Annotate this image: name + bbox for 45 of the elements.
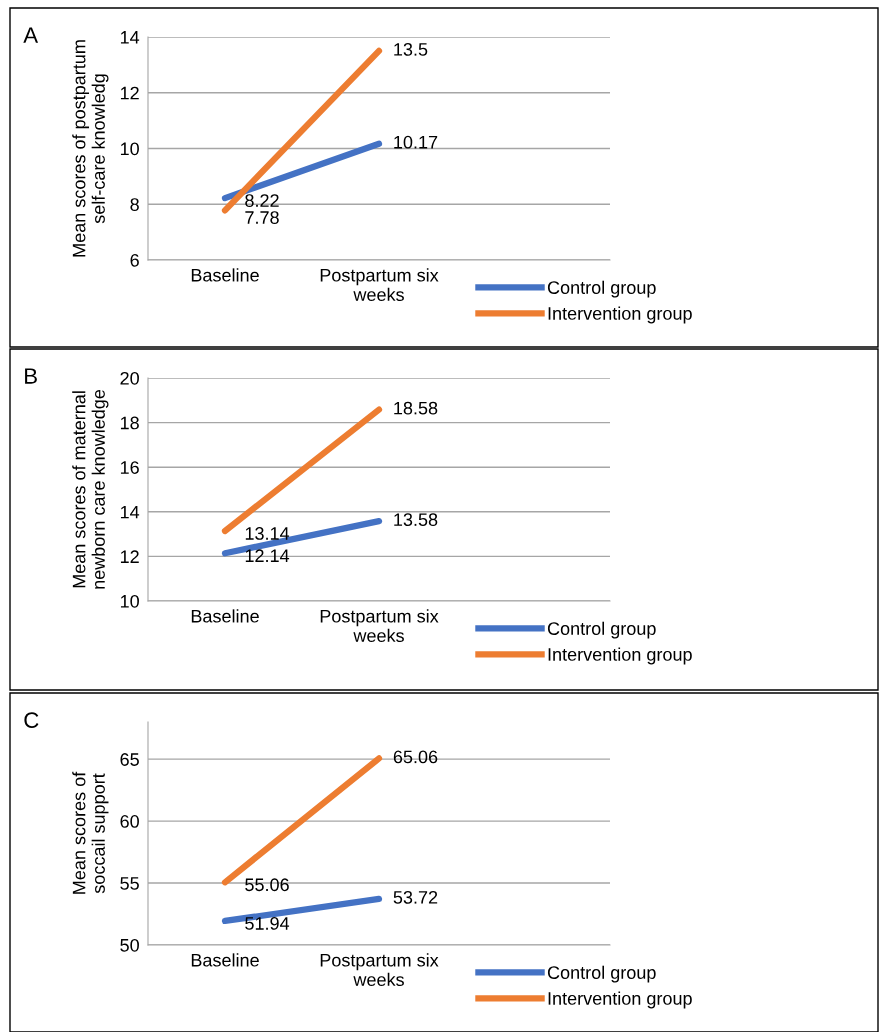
y-tick-label: 8	[130, 198, 139, 211]
x-tick-label: Baseline	[191, 953, 259, 967]
x-tick-label: Postpartum six weeks	[320, 268, 439, 302]
y-tick-label: 12	[120, 550, 139, 563]
y-tick-label: 10	[120, 594, 139, 608]
data-label: 7.78	[245, 211, 279, 224]
y-tick-label: 55	[120, 877, 139, 890]
y-tick-label: 14	[120, 505, 140, 519]
chart-title: A	[23, 27, 39, 43]
data-label: 8.22	[245, 194, 279, 207]
data-label: 18.58	[394, 401, 438, 415]
y-tick-label: 65	[120, 753, 139, 766]
x-tick-label: Postpartum six weeks	[320, 609, 439, 643]
y-tick-label: 10	[120, 142, 139, 156]
y-axis-title: Mean scores of maternal newborn care knowledge	[72, 389, 109, 589]
legend-label: Control group	[547, 280, 656, 298]
legend-label: Control group	[547, 965, 656, 983]
y-tick-label: 18	[120, 416, 139, 430]
y-axis-title: Mean scores of soccail support	[72, 771, 109, 894]
data-label: 13.5	[394, 43, 428, 56]
data-label: 55.06	[245, 878, 289, 892]
data-label: 13.14	[245, 527, 290, 540]
data-label: 12.14	[245, 549, 290, 562]
y-tick-label: 60	[120, 815, 139, 828]
legend-label: Control group	[547, 621, 656, 639]
legend-label: Intervention group	[548, 991, 692, 1009]
chart-title: B	[25, 368, 37, 384]
data-label: 51.94	[245, 917, 290, 930]
y-tick-label: 6	[130, 253, 139, 267]
y-tick-label: 16	[120, 461, 139, 474]
y-tick-label: 14	[120, 31, 140, 44]
y-tick-label: 12	[120, 86, 139, 100]
legend-label: Intervention group	[548, 647, 692, 665]
y-tick-label: 50	[120, 938, 139, 952]
data-label: 65.06	[393, 750, 438, 764]
y-tick-label: 20	[120, 371, 139, 385]
chart-title: C	[24, 712, 39, 728]
legend-label: Intervention group	[548, 306, 692, 324]
x-tick-label: Baseline	[191, 609, 259, 623]
data-label: 10.17	[394, 135, 438, 149]
y-axis-title: Mean scores of postpartum self-care knowledg	[72, 40, 109, 257]
x-tick-label: Baseline	[191, 268, 259, 282]
x-tick-label: Postpartum six weeks	[320, 953, 439, 987]
data-label: 53.72	[393, 890, 438, 904]
data-label: 13.58	[394, 513, 438, 527]
